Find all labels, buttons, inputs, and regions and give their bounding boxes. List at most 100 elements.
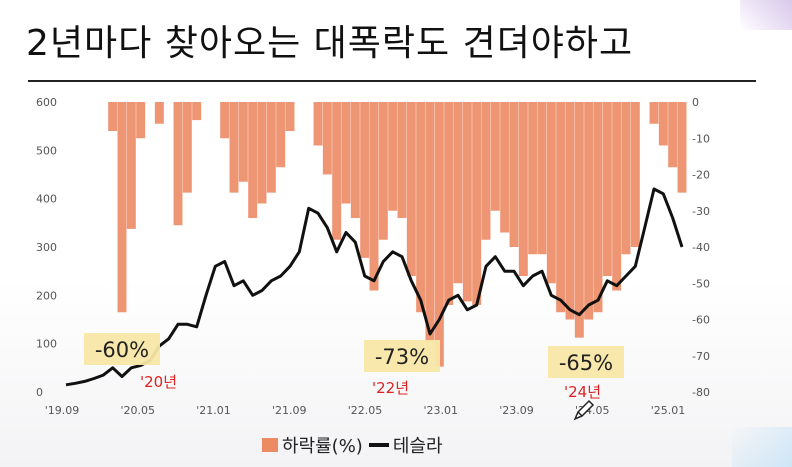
right-axis-tick: -60 — [692, 314, 710, 327]
drawdown-bar — [369, 102, 379, 291]
annotation-label: -73% — [375, 345, 429, 369]
left-axis-tick: 500 — [36, 144, 57, 157]
drawdown-bar — [136, 102, 146, 139]
pen-cursor-icon — [573, 399, 595, 421]
drawdown-bar — [500, 102, 510, 233]
drawdown-bar — [173, 102, 183, 226]
drawdown-bar — [350, 102, 360, 218]
drawdown-bar — [425, 102, 435, 342]
drawdown-bar — [537, 102, 547, 255]
drawdown-bar — [257, 102, 267, 204]
x-axis-tick: '22.05 — [348, 404, 383, 417]
drawdown-bar — [509, 102, 519, 247]
annotation-highlight — [548, 346, 624, 378]
drawdown-bar — [406, 102, 416, 276]
right-axis-tick: -50 — [692, 277, 710, 290]
drawdown-bar — [546, 102, 556, 284]
corner-decoration-bottom — [732, 427, 792, 467]
right-axis-tick: -10 — [692, 132, 710, 145]
right-axis-tick: -80 — [692, 386, 710, 399]
left-axis-tick: 0 — [36, 386, 43, 399]
drawdown-bar — [341, 102, 351, 204]
legend-label-tesla: 테슬라 — [392, 436, 443, 457]
drawdown-bar — [276, 102, 286, 168]
drawdown-bar — [220, 102, 230, 139]
drawdown-bar — [649, 102, 659, 124]
drawdown-bar — [360, 102, 370, 258]
drawdown-bar — [229, 102, 239, 193]
drawdown-bar — [677, 102, 687, 193]
page-title: 2년마다 찾아오는 대폭락도 견뎌야하고 — [26, 23, 634, 64]
drawdown-bar — [332, 102, 342, 240]
annotation-year: '22년 — [372, 379, 409, 397]
drawdown-bar — [444, 102, 454, 305]
drawdown-bar — [528, 102, 538, 255]
drawdown-bar — [266, 102, 276, 193]
drawdown-bar — [518, 102, 528, 276]
right-axis-tick: 0 — [692, 96, 699, 109]
x-axis-tick: '25.01 — [651, 404, 686, 417]
drawdown-bar — [668, 102, 678, 168]
drawdown-bar — [593, 102, 603, 313]
drawdown-bar — [612, 102, 622, 291]
legend-swatch-tesla — [368, 443, 389, 447]
drawdown-bar — [658, 102, 668, 146]
annotation-year: '20년 — [140, 373, 177, 391]
drawdown-bar — [462, 102, 472, 302]
drawdown-bar — [416, 102, 426, 313]
x-axis-tick: '23.09 — [499, 404, 534, 417]
drawdown-bar — [378, 102, 388, 240]
drawdown-bar — [117, 102, 127, 313]
drawdown-bar — [182, 102, 192, 193]
title-divider — [28, 80, 756, 82]
drawdown-bar — [285, 102, 295, 131]
drawdown-bar — [574, 102, 584, 338]
right-axis-tick: -40 — [692, 241, 710, 254]
x-axis-tick: '23.01 — [423, 404, 458, 417]
drawdown-bar — [630, 102, 640, 247]
x-axis-tick: '20.05 — [120, 404, 155, 417]
left-axis-tick: 100 — [36, 338, 57, 351]
annotation-highlight — [84, 333, 160, 365]
drawdown-bar — [108, 102, 118, 131]
right-axis-tick: -20 — [692, 169, 710, 182]
legend-label-drop: 하락률(%) — [282, 436, 363, 457]
drawdown-bar — [556, 102, 566, 313]
x-axis-tick: '21.09 — [272, 404, 307, 417]
left-axis-tick: 200 — [36, 289, 57, 302]
x-axis-tick: '21.01 — [196, 404, 231, 417]
drawdown-bar — [313, 102, 323, 146]
annotation-label: -60% — [95, 338, 149, 362]
right-axis-tick: -70 — [692, 350, 710, 363]
drawdown-bar — [388, 102, 398, 211]
annotation-highlight — [364, 340, 440, 372]
drawdown-bar — [472, 102, 482, 305]
drawdown-bar — [248, 102, 258, 218]
annotation-label: -65% — [559, 351, 613, 375]
tesla-price-line — [65, 187, 684, 387]
right-axis-tick: -30 — [692, 205, 710, 218]
left-axis-tick: 300 — [36, 241, 57, 254]
annotation-year: '24년 — [564, 383, 601, 401]
corner-decoration — [740, 0, 792, 30]
legend: 하락률(%) 테슬라 — [262, 432, 443, 458]
drawdown-bar — [126, 102, 136, 229]
drawdown-bar — [565, 102, 575, 320]
legend-swatch-drop — [262, 438, 278, 452]
left-axis-tick: 400 — [36, 193, 57, 206]
drawdown-bar — [453, 102, 463, 284]
left-axis-tick: 600 — [36, 96, 57, 109]
drawdown-bar — [490, 102, 500, 211]
drawdown-bar — [192, 102, 202, 121]
drawdown-bar — [621, 102, 631, 255]
drawdown-bar — [154, 102, 164, 124]
x-axis-tick: '19.09 — [45, 404, 80, 417]
drawdown-bar — [397, 102, 407, 218]
drawdown-bar — [602, 102, 612, 276]
drawdown-bar — [238, 102, 248, 182]
drawdown-bar — [322, 102, 332, 175]
drawdown-bar — [434, 102, 444, 367]
drawdown-bar — [481, 102, 491, 240]
drawdown-bar — [584, 102, 594, 320]
